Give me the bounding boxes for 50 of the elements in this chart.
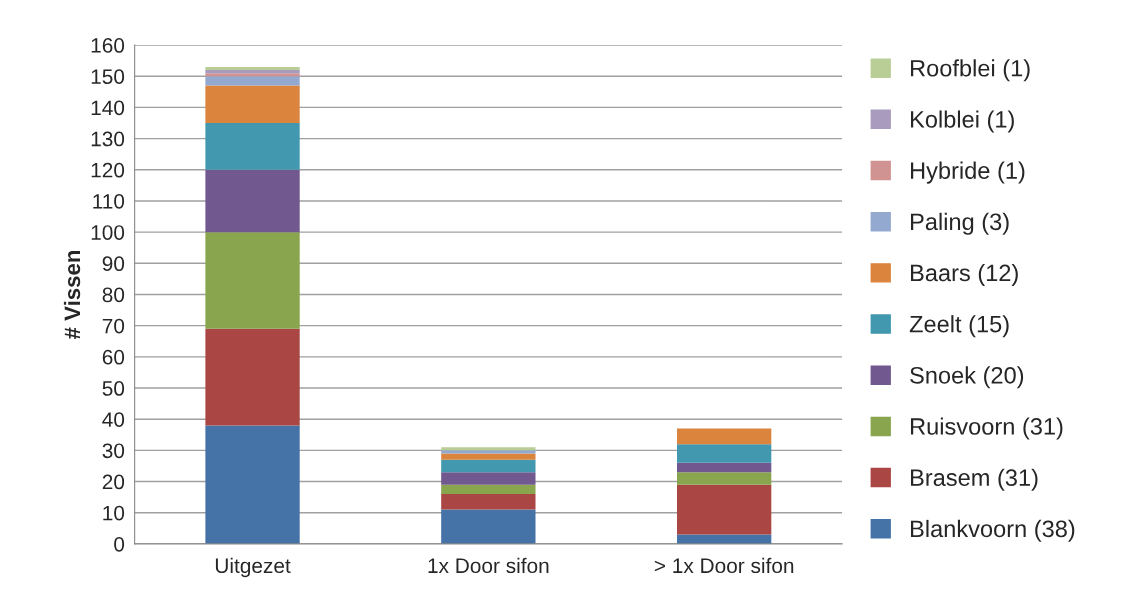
y-axis-title: # Vissen bbox=[63, 250, 81, 339]
y-tick-label: 10 bbox=[103, 505, 125, 521]
legend-label: Brasem (31) bbox=[911, 468, 1038, 491]
bar bbox=[205, 328, 300, 426]
bar bbox=[205, 76, 300, 86]
bar bbox=[676, 462, 772, 473]
y-tick-label: 20 bbox=[102, 474, 125, 490]
y-tick-label: 110 bbox=[93, 193, 125, 209]
x-tick-label: > 1x Door sifon bbox=[654, 557, 794, 574]
bar bbox=[441, 459, 536, 473]
y-tick-label: 130 bbox=[91, 131, 125, 147]
legend-label: Snoek (20) bbox=[910, 366, 1024, 389]
y-tick-label: 150 bbox=[91, 69, 125, 85]
x-tick-label: 1x Door sifon bbox=[428, 557, 549, 574]
bar bbox=[441, 472, 536, 485]
y-tick-label: 0 bbox=[114, 536, 125, 552]
y-tick-label: 40 bbox=[102, 412, 125, 427]
bar bbox=[676, 472, 772, 485]
y-tick-label: 90 bbox=[102, 256, 125, 272]
bar bbox=[441, 484, 536, 495]
bar bbox=[676, 484, 772, 535]
bar bbox=[205, 85, 300, 124]
legend-label: Kolblei (1) bbox=[911, 110, 1014, 133]
y-tick-label: 100 bbox=[91, 225, 125, 240]
y-tick-label: 80 bbox=[102, 287, 125, 303]
bar bbox=[205, 123, 300, 170]
legend-label: Ruisvoorn (31) bbox=[911, 417, 1063, 440]
bar bbox=[676, 444, 772, 463]
y-tick-label: 70 bbox=[102, 318, 125, 334]
bar bbox=[441, 509, 536, 544]
legend-label: Blankvoorn (38) bbox=[911, 519, 1075, 542]
legend-label: Zeelt (15) bbox=[909, 315, 1009, 338]
bar bbox=[205, 232, 300, 329]
y-tick-label: 60 bbox=[102, 349, 125, 365]
legend-label: Baars (12) bbox=[911, 263, 1018, 286]
y-tick-label: 140 bbox=[91, 100, 125, 116]
bar bbox=[676, 428, 772, 445]
x-tick-label: Uitgezet bbox=[215, 557, 291, 578]
legend-label: Hybride (1) bbox=[911, 161, 1025, 184]
y-tick-label: 50 bbox=[102, 381, 125, 396]
y-tick-label: 160 bbox=[91, 38, 125, 53]
y-tick-label: 120 bbox=[91, 162, 125, 178]
bar bbox=[441, 494, 536, 510]
bar bbox=[205, 425, 300, 544]
legend-label: Paling (3) bbox=[911, 212, 1009, 235]
bar bbox=[205, 66, 300, 71]
bar bbox=[441, 453, 536, 460]
bar bbox=[205, 169, 300, 233]
legend-label: Roofblei (1) bbox=[911, 59, 1030, 82]
y-tick-label: 30 bbox=[102, 443, 125, 459]
